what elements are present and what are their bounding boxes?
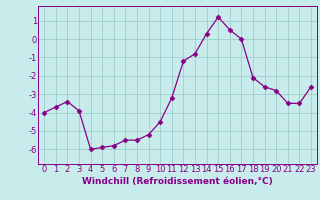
X-axis label: Windchill (Refroidissement éolien,°C): Windchill (Refroidissement éolien,°C)	[82, 177, 273, 186]
